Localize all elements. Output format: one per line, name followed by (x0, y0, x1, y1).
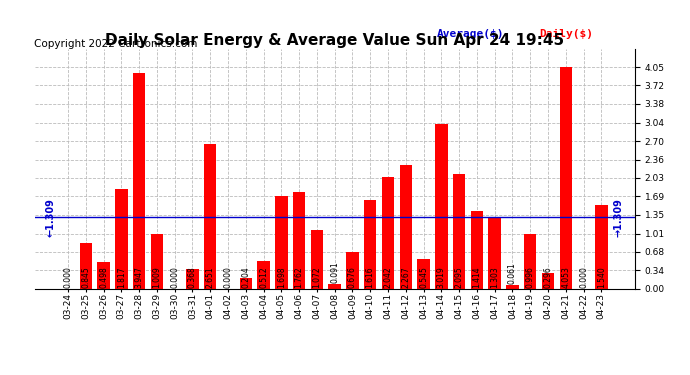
Bar (97, 261, 110, 289)
Bar (328, 284, 341, 289)
Text: 0.512: 0.512 (259, 266, 268, 288)
Bar (204, 144, 217, 289)
Text: 2.267: 2.267 (402, 266, 411, 288)
Bar (150, 234, 163, 289)
Text: Copyright 2022 Cartronics.com: Copyright 2022 Cartronics.com (34, 39, 198, 50)
Text: 3.947: 3.947 (135, 266, 144, 288)
Text: 4.053: 4.053 (561, 266, 570, 288)
Text: 1.009: 1.009 (152, 266, 161, 288)
Text: 2.042: 2.042 (384, 266, 393, 288)
Text: 0.845: 0.845 (81, 266, 90, 288)
Text: 1.616: 1.616 (366, 266, 375, 288)
Text: 1.698: 1.698 (277, 266, 286, 288)
Bar (435, 124, 448, 289)
Text: 0.498: 0.498 (99, 266, 108, 288)
Bar (400, 165, 412, 289)
Bar (453, 174, 465, 289)
Text: 0.296: 0.296 (544, 266, 553, 288)
Text: 0.368: 0.368 (188, 266, 197, 288)
Bar (275, 196, 288, 289)
Bar (560, 67, 572, 289)
Text: 2.095: 2.095 (455, 266, 464, 288)
Text: 0.000: 0.000 (579, 266, 588, 288)
Text: →1.309: →1.309 (613, 198, 624, 237)
Text: 0.545: 0.545 (419, 266, 428, 288)
Text: 1.414: 1.414 (473, 266, 482, 288)
Bar (346, 252, 359, 289)
Bar (595, 204, 607, 289)
Text: 0.204: 0.204 (241, 266, 250, 288)
Bar (506, 285, 519, 289)
Bar (417, 259, 430, 289)
Title: Daily Solar Energy & Average Value Sun Apr 24 19:45: Daily Solar Energy & Average Value Sun A… (105, 33, 564, 48)
Bar (293, 192, 305, 289)
Text: 0.996: 0.996 (526, 266, 535, 288)
Bar (542, 273, 554, 289)
Text: Daily($): Daily($) (539, 29, 593, 39)
Text: 0.000: 0.000 (63, 266, 72, 288)
Text: 1.540: 1.540 (597, 266, 606, 288)
Text: 1.072: 1.072 (313, 266, 322, 288)
Text: 3.019: 3.019 (437, 266, 446, 288)
Bar (133, 73, 146, 289)
Bar (186, 268, 199, 289)
Text: 0.091: 0.091 (330, 261, 339, 283)
Bar (310, 230, 323, 289)
Text: 1.762: 1.762 (295, 266, 304, 288)
Text: 0.061: 0.061 (508, 262, 517, 284)
Text: 0.676: 0.676 (348, 266, 357, 288)
Bar (524, 234, 536, 289)
Text: 1.817: 1.817 (117, 266, 126, 288)
Bar (382, 177, 394, 289)
Text: 0.000: 0.000 (170, 266, 179, 288)
Bar (257, 261, 270, 289)
Bar (239, 278, 252, 289)
Text: ←1.309: ←1.309 (46, 198, 56, 237)
Bar (471, 211, 483, 289)
Text: 2.651: 2.651 (206, 266, 215, 288)
Text: Average($): Average($) (437, 29, 504, 39)
Bar (489, 217, 501, 289)
Bar (115, 189, 128, 289)
Bar (364, 200, 377, 289)
Text: 1.303: 1.303 (490, 266, 499, 288)
Bar (79, 243, 92, 289)
Text: 0.000: 0.000 (224, 266, 233, 288)
